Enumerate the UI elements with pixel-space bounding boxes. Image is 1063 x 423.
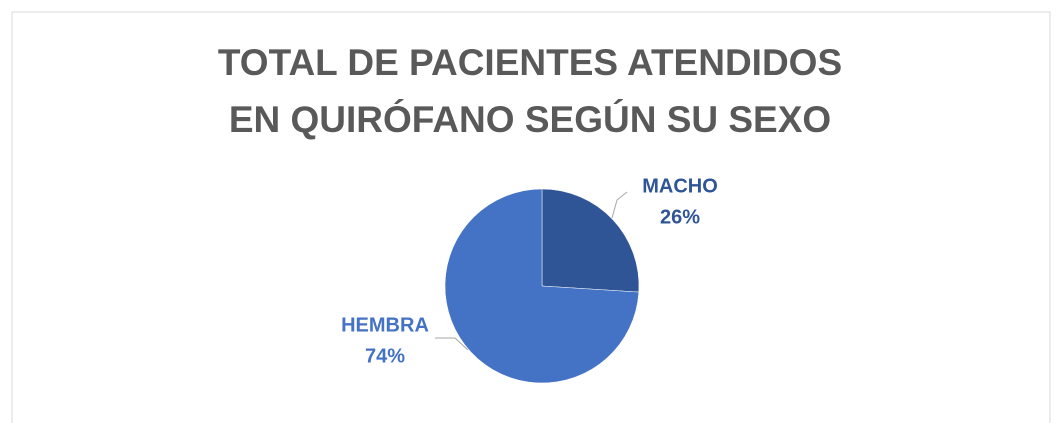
chart-frame: [11, 11, 1051, 423]
pie-slice: [541, 188, 640, 293]
chart-title: TOTAL DE PACIENTES ATENDIDOS EN QUIRÓFAN…: [217, 42, 843, 140]
slice-value-label: 74%: [365, 345, 405, 367]
slice-category: MACHO: [642, 175, 718, 197]
slice-category: HEMBRA: [341, 314, 429, 336]
slice-value-label: 26%: [660, 206, 700, 228]
leader-line: [611, 191, 628, 219]
leader-line: [435, 337, 469, 351]
pie-slice: [444, 188, 640, 384]
